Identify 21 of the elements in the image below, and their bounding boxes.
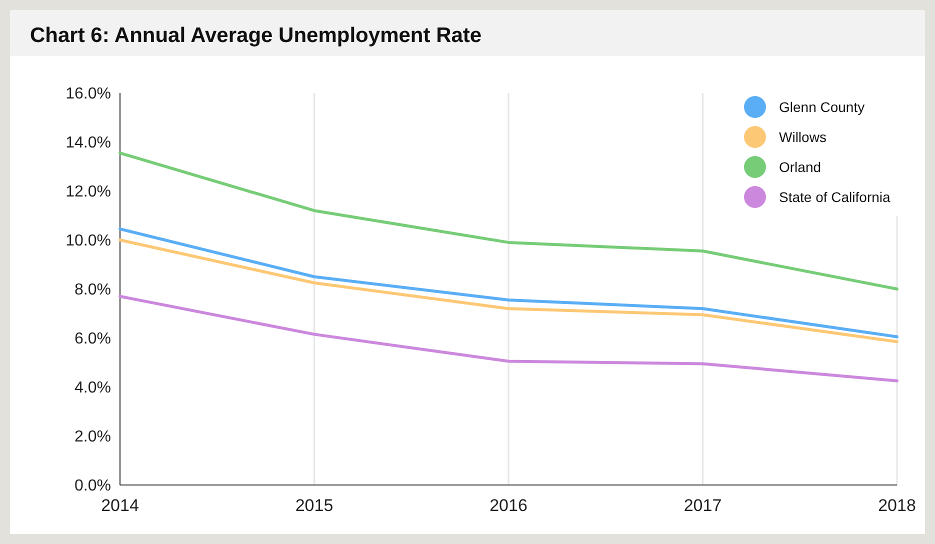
x-tick-label: 2016: [490, 496, 528, 515]
y-tick-label: 14.0%: [66, 134, 111, 152]
x-tick-label: 2014: [101, 496, 139, 515]
x-tick-label: 2015: [295, 496, 334, 515]
y-tick-label: 6.0%: [74, 330, 111, 348]
legend-label: Willows: [779, 128, 826, 145]
y-tick-label: 12.0%: [66, 184, 111, 201]
line-series: [118, 294, 898, 382]
chart-title: Chart 6: Annual Average Unemployment Rate: [30, 24, 482, 47]
legend-label: Orland: [779, 158, 822, 175]
y-tick-label: 10.0%: [66, 232, 111, 250]
legend-label: State of California: [779, 188, 890, 205]
x-tick-label: 2017: [684, 496, 722, 515]
y-tick-label: 0.0%: [74, 478, 111, 495]
y-tick-label: 2.0%: [74, 428, 111, 446]
x-tick-label: 2018: [878, 496, 916, 515]
y-tick-label: 16.0%: [66, 86, 111, 103]
line-series: [118, 152, 898, 290]
legend-label: Glenn County: [779, 98, 865, 115]
y-tick-label: 4.0%: [74, 380, 111, 397]
y-tick-label: 8.0%: [74, 282, 111, 299]
